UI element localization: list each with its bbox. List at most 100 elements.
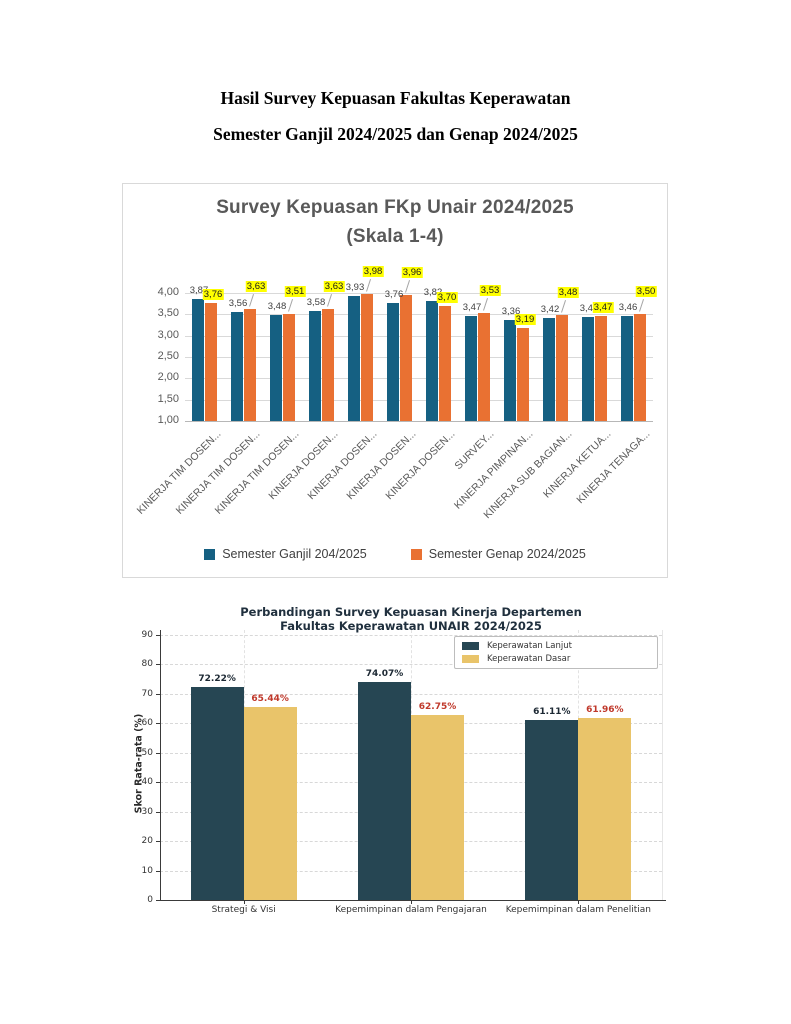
survey-kepuasan-chart-card: Survey Kepuasan FKp Unair 2024/2025 (Ska… bbox=[122, 183, 668, 578]
data-label-genap: 3,53 bbox=[479, 285, 501, 297]
data-label-genap: 3,51 bbox=[284, 285, 306, 297]
bar-semester-ganjil bbox=[192, 298, 204, 421]
x-axis-spine bbox=[160, 900, 666, 901]
x-axis-category-label: Strategi & Visi bbox=[211, 905, 276, 915]
y-axis-tick-label: 2,50 bbox=[157, 350, 179, 362]
bar-semester-ganjil bbox=[465, 315, 477, 421]
document-title-line2: Semester Ganjil 2024/2025 dan Genap 2024… bbox=[213, 124, 578, 144]
legend-swatch-icon bbox=[204, 548, 216, 560]
bar-semester-genap bbox=[439, 305, 451, 421]
y-axis-tick-label: 0 bbox=[147, 895, 153, 905]
data-label-dasar: 65.44% bbox=[251, 694, 289, 705]
y-axis-tick-mark bbox=[156, 782, 160, 784]
legend-item: Keperawatan Dasar bbox=[462, 654, 650, 664]
data-label-dasar: 61.96% bbox=[586, 704, 624, 715]
legend-item: Semester Genap 2024/2025 bbox=[410, 547, 586, 561]
y-axis-tick-mark bbox=[156, 664, 160, 666]
bar-semester-genap bbox=[517, 327, 529, 421]
data-label-ganjil: 3,36 bbox=[501, 306, 521, 318]
bar-keperawatan-dasar bbox=[243, 707, 297, 900]
bar-semester-genap bbox=[556, 315, 568, 421]
bar-keperawatan-lanjut bbox=[190, 687, 244, 900]
y-axis-tick-label: 90 bbox=[141, 630, 153, 640]
chart1-subtitle: (Skala 1-4) bbox=[346, 226, 444, 247]
bar-semester-ganjil bbox=[387, 303, 399, 421]
data-label-genap: 3,47 bbox=[592, 301, 614, 313]
bar-keperawatan-lanjut bbox=[358, 681, 411, 900]
gridline bbox=[185, 314, 653, 316]
gridline bbox=[185, 357, 653, 358]
data-label-leader-line bbox=[366, 278, 372, 292]
legend-item: Keperawatan Lanjut bbox=[462, 641, 650, 651]
data-label-ganjil: 3,56 bbox=[228, 297, 248, 309]
chart2-plot-area: 0 10 20 30 40 50 60 70 80 90 72.22% 65.44% Strategi … bbox=[128, 600, 676, 940]
data-label-leader-line bbox=[561, 300, 567, 314]
data-label-genap: 3,48 bbox=[557, 287, 579, 299]
y-axis-tick-label: 30 bbox=[141, 806, 153, 817]
document-title-line1: Hasil Survey Kepuasan Fakultas Keperawat… bbox=[220, 88, 571, 108]
data-label-dasar: 62.75% bbox=[418, 702, 457, 713]
y-axis-tick-mark bbox=[156, 870, 160, 872]
legend-swatch-icon bbox=[462, 642, 479, 650]
legend-swatch-icon bbox=[462, 655, 479, 663]
bar-semester-genap bbox=[478, 313, 490, 421]
gridline bbox=[185, 378, 653, 380]
data-label-leader-line bbox=[483, 298, 489, 312]
bar-semester-genap bbox=[634, 314, 646, 421]
data-label-leader-line bbox=[288, 298, 294, 312]
y-axis-tick-label: 1,00 bbox=[157, 414, 179, 426]
y-axis-tick-label: 70 bbox=[141, 688, 153, 699]
bar-semester-ganjil bbox=[270, 315, 282, 421]
legend-label: Keperawatan Dasar bbox=[487, 654, 571, 664]
y-axis-tick-label: 40 bbox=[141, 777, 153, 788]
data-label-ganjil: 3,87 bbox=[189, 284, 209, 296]
x-axis-category-label: Kepemimpinan dalam Pengajaran bbox=[335, 905, 487, 915]
data-label-leader-line bbox=[249, 293, 255, 307]
chart2-legend: Keperawatan Lanjut Keperawatan Dasar bbox=[454, 636, 658, 669]
chart2-title: Perbandingan Survey Kepuasan Kinerja Dep… bbox=[160, 605, 662, 633]
gridline bbox=[185, 335, 653, 337]
data-label-genap: 3,50 bbox=[635, 286, 657, 298]
bar-semester-genap bbox=[400, 294, 412, 421]
bar-semester-ganjil bbox=[426, 300, 438, 421]
legend-label: Keperawatan Lanjut bbox=[487, 641, 572, 651]
chart1-title: Survey Kepuasan FKp Unair 2024/2025 bbox=[216, 197, 574, 218]
bar-keperawatan-lanjut bbox=[525, 720, 579, 900]
x-axis-tick-mark bbox=[578, 900, 580, 904]
data-label-lanjut: 72.22% bbox=[198, 674, 236, 685]
legend-item: Semester Ganjil 204/2025 bbox=[204, 547, 367, 561]
data-label-ganjil: 3,76 bbox=[384, 289, 404, 301]
data-label-leader-line bbox=[639, 299, 645, 313]
chart2-title-line1: Perbandingan Survey Kepuasan Kinerja Dep… bbox=[240, 605, 582, 619]
data-label-ganjil: 3,46 bbox=[618, 302, 638, 314]
bar-semester-genap bbox=[595, 315, 607, 421]
data-label-genap: 3,98 bbox=[362, 265, 384, 277]
y-axis-tick-mark bbox=[156, 635, 160, 636]
bar-semester-genap bbox=[244, 308, 256, 421]
data-label-genap: 3,63 bbox=[323, 280, 345, 292]
data-label-ganjil: 3,82 bbox=[423, 286, 443, 298]
chart1-legend: Semester Ganjil 204/2025 Semester Genap 2… bbox=[123, 544, 667, 564]
y-axis-tick-mark bbox=[156, 811, 160, 813]
department-comparison-chart: Perbandingan Survey Kepuasan Kinerja Dep… bbox=[128, 600, 676, 940]
bar-semester-genap bbox=[361, 293, 373, 421]
bar-semester-ganjil bbox=[231, 311, 243, 421]
right-spine bbox=[662, 630, 663, 900]
data-label-leader-line bbox=[327, 293, 333, 307]
bar-keperawatan-dasar bbox=[411, 715, 464, 900]
data-label-ganjil: 3,48 bbox=[267, 301, 287, 313]
x-axis-tick-mark bbox=[243, 900, 245, 904]
bar-semester-ganjil bbox=[621, 316, 633, 421]
bar-semester-ganjil bbox=[504, 320, 516, 421]
y-axis-tick-mark bbox=[156, 723, 160, 725]
y-axis-tick-mark bbox=[156, 752, 160, 754]
gridline bbox=[185, 293, 653, 294]
data-label-ganjil: 3,42 bbox=[540, 303, 560, 315]
bar-keperawatan-dasar bbox=[578, 717, 632, 900]
data-label-genap: 3,19 bbox=[514, 313, 536, 325]
bar-semester-genap bbox=[322, 308, 334, 421]
y-axis-tick-mark bbox=[156, 841, 160, 843]
y-axis-tick-label: 80 bbox=[141, 659, 153, 670]
data-label-lanjut: 61.11% bbox=[533, 707, 571, 718]
